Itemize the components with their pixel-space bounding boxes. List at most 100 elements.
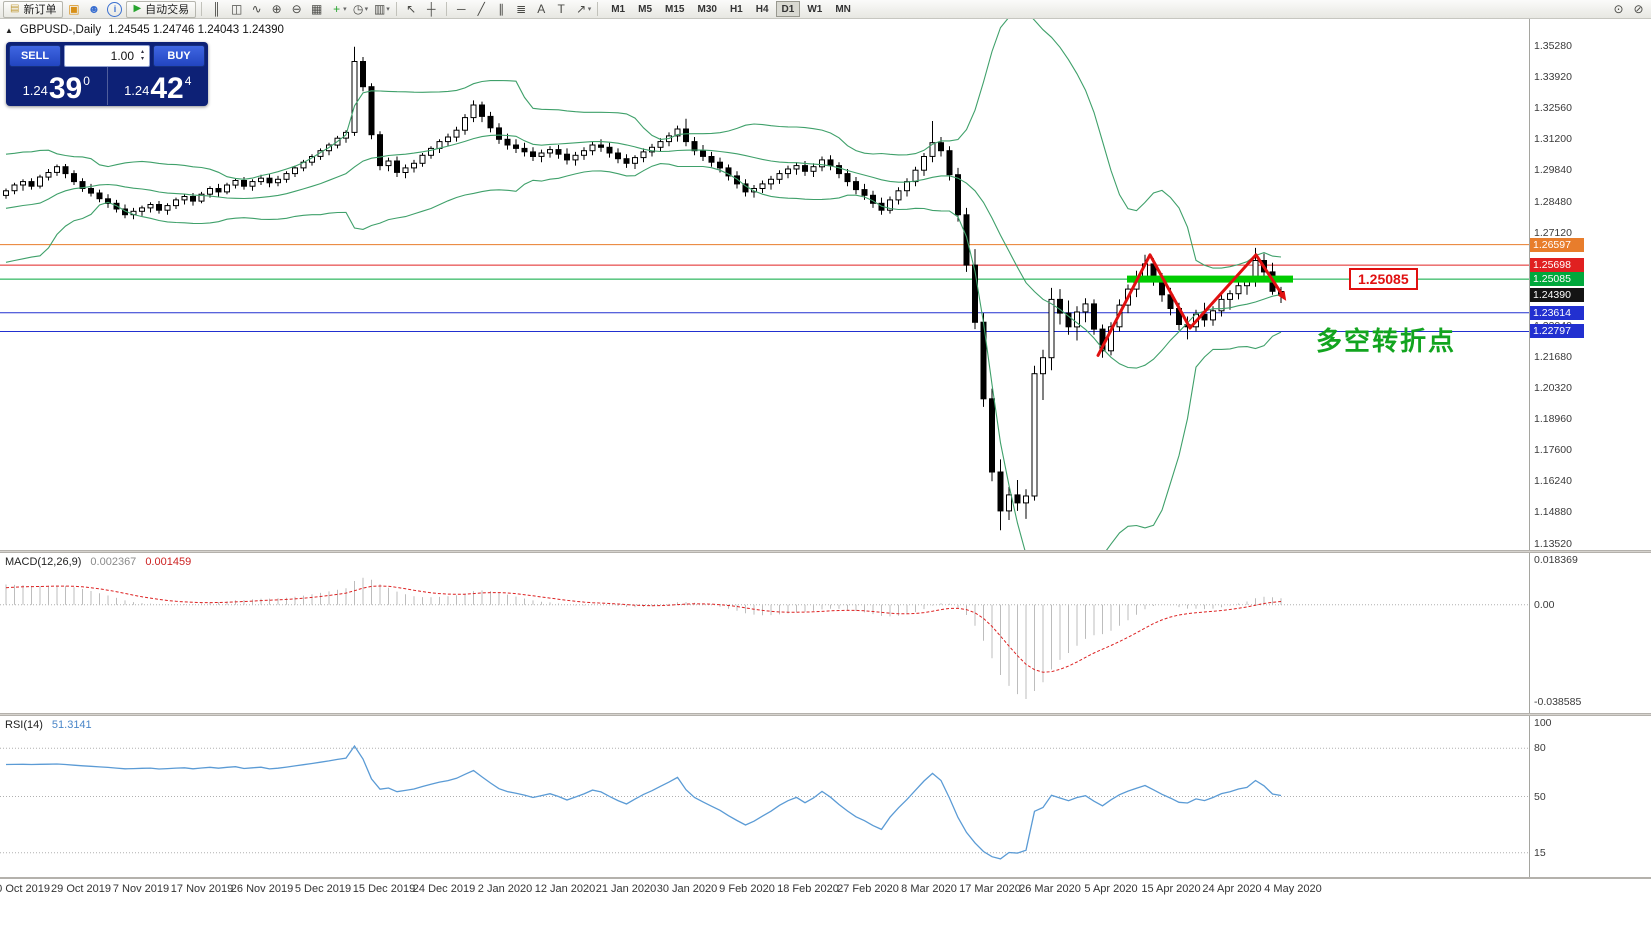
info-icon[interactable]: i	[107, 1, 123, 17]
level-price-label: 1.25085	[1530, 272, 1584, 286]
chart-symbol-label: GBPUSD-,Daily	[19, 24, 102, 36]
timeframe-h4[interactable]: H4	[750, 1, 775, 17]
timeframe-mn[interactable]: MN	[829, 1, 857, 17]
buy-price-pipette: 4	[184, 74, 192, 88]
new-order-label: 新订单	[23, 4, 57, 16]
turning-point-note[interactable]: 多空转折点	[1316, 326, 1457, 356]
date-label: 29 Oct 2019	[51, 883, 111, 895]
macd-main-value: 0.002367	[90, 556, 137, 568]
timeframe-m30[interactable]: M30	[691, 1, 722, 17]
zoom-out-icon[interactable]: ⊖	[291, 2, 302, 16]
price-tick: 1.28480	[1534, 196, 1572, 208]
zoom-box-icon[interactable]: ⊘	[1633, 2, 1644, 16]
mql5-market-icon[interactable]: ▣	[68, 2, 80, 16]
zoom-in-icon[interactable]: ⊕	[271, 2, 282, 16]
new-order-icon: ▤	[10, 3, 20, 14]
buy-price-display[interactable]: 1.24 42 4	[106, 67, 209, 105]
price-tick: 1.20320	[1534, 382, 1572, 394]
templates-dropdown-icon[interactable]: ▾	[386, 6, 390, 13]
cursor-icon[interactable]: ↖	[406, 2, 417, 16]
candlestick-chart-icon[interactable]: ◫	[230, 2, 243, 16]
timeframe-m1[interactable]: M1	[605, 1, 631, 17]
macd-header: MACD(12,26,9) 0.002367 0.001459	[5, 556, 191, 568]
rsi-indicator-pane[interactable]	[0, 716, 1529, 877]
macd-scale-tick: -0.038585	[1534, 696, 1582, 708]
auto-trading-label: 自动交易	[145, 4, 190, 16]
tile-windows-icon[interactable]: ▦	[310, 2, 323, 16]
text-icon[interactable]: A	[537, 2, 546, 16]
date-label: 26 Nov 2019	[230, 883, 294, 895]
price-tick: 1.13520	[1534, 538, 1572, 550]
fibonacci-icon[interactable]: ≣	[516, 2, 527, 16]
pane-splitter[interactable]	[0, 713, 1651, 716]
date-label: 5 Apr 2020	[1084, 883, 1138, 895]
volume-down-icon[interactable]: ▾	[140, 56, 144, 62]
macd-indicator-pane[interactable]	[0, 553, 1529, 713]
date-label: 8 Mar 2020	[901, 883, 957, 895]
date-label: 17 Nov 2019	[170, 883, 234, 895]
date-label: 24 Dec 2019	[412, 883, 476, 895]
date-label: 2 Jan 2020	[477, 883, 533, 895]
horizontal-line-icon[interactable]: ─	[456, 2, 466, 16]
date-label: 15 Apr 2020	[1141, 883, 1201, 895]
toolbar-separator	[597, 2, 599, 16]
sell-price-pipette: 0	[83, 74, 90, 88]
toolbar-separator	[445, 2, 447, 16]
indicators-dropdown-icon[interactable]: ▾	[343, 6, 347, 13]
date-label: 5 Dec 2019	[294, 883, 352, 895]
price-axis[interactable]: 1.35280 1.33920 1.32560 1.31200 1.29840 1.284…	[1530, 19, 1650, 550]
search-icon[interactable]: ⊙	[1613, 2, 1624, 16]
periods-icon[interactable]: ◷	[352, 2, 364, 16]
price-tick: 1.18960	[1534, 413, 1572, 425]
main-toolbar: ▤ 新订单 ▣ ☻ i ▶ 自动交易 ║ ◫ ∿ ⊕ ⊖ ▦ + ▾ ◷ ▾ ▥ ▾ ↖ ┼ ─ ╱ ∥ ≣ A T ↗ ▾ M1 M5 M1…	[0, 0, 1651, 19]
templates-icon[interactable]: ▥	[374, 2, 386, 16]
arrows-dropdown-icon[interactable]: ▾	[587, 6, 592, 13]
chart-header: ▲ GBPUSD-,Daily 1.24545 1.24746 1.24043 …	[5, 24, 284, 36]
one-click-panel-collapse-icon[interactable]: ▲	[5, 25, 13, 35]
timeframe-h1[interactable]: H1	[724, 1, 749, 17]
date-label: 26 Mar 2020	[1019, 883, 1081, 895]
timeframe-w1[interactable]: W1	[801, 1, 828, 17]
bar-chart-icon[interactable]: ║	[212, 2, 221, 16]
toolbar-separator	[395, 2, 397, 16]
auto-trading-button[interactable]: ▶ 自动交易	[126, 0, 197, 18]
buy-button[interactable]: BUY	[153, 45, 205, 67]
volume-up-icon[interactable]: ▴	[140, 49, 144, 56]
macd-scale-tick: 0.018369	[1534, 554, 1578, 566]
pane-splitter[interactable]	[0, 550, 1651, 553]
label-icon[interactable]: T	[557, 2, 565, 16]
price-tick: 1.35280	[1534, 40, 1572, 52]
date-label: 17 Mar 2020	[959, 883, 1021, 895]
date-label: 12 Jan 2020	[534, 883, 596, 895]
buy-price-prefix: 1.24	[124, 83, 150, 98]
indicators-icon[interactable]: +	[333, 2, 341, 16]
timeframe-d1[interactable]: D1	[775, 1, 801, 17]
periods-dropdown-icon[interactable]: ▾	[364, 6, 369, 13]
rsi-scale-tick: 50	[1534, 791, 1546, 803]
macd-axis[interactable]: 0.018369 0.00 -0.038585	[1530, 553, 1650, 713]
macd-label: MACD(12,26,9)	[5, 556, 82, 568]
trendline-icon[interactable]: ╱	[477, 2, 485, 16]
rsi-axis[interactable]: 100 80 50 15	[1530, 716, 1650, 877]
level-price-label: 1.26597	[1530, 238, 1584, 252]
sell-price-display[interactable]: 1.24 39 0	[6, 67, 107, 105]
pane-splitter[interactable]	[0, 877, 1651, 879]
community-profile-icon[interactable]: ☻	[87, 2, 101, 16]
price-callout[interactable]: 1.25085	[1349, 268, 1418, 290]
buy-price-big-digits: 42	[150, 72, 184, 105]
rsi-scale-tick: 100	[1534, 717, 1552, 729]
sell-button[interactable]: SELL	[9, 45, 61, 67]
price-axis-border	[1529, 19, 1530, 879]
timeframe-m15[interactable]: M15	[659, 1, 690, 17]
crosshair-icon[interactable]: ┼	[426, 2, 436, 16]
date-label: 10 Oct 2019	[0, 883, 50, 895]
arrows-icon[interactable]: ↗	[576, 2, 587, 16]
channel-icon[interactable]: ∥	[498, 2, 505, 16]
timeframe-m5[interactable]: M5	[632, 1, 658, 17]
main-price-chart[interactable]	[0, 19, 1529, 550]
new-order-button[interactable]: ▤ 新订单	[3, 0, 64, 18]
volume-input[interactable]: 1.00 ▴ ▾	[64, 45, 150, 67]
line-chart-icon[interactable]: ∿	[251, 2, 262, 16]
